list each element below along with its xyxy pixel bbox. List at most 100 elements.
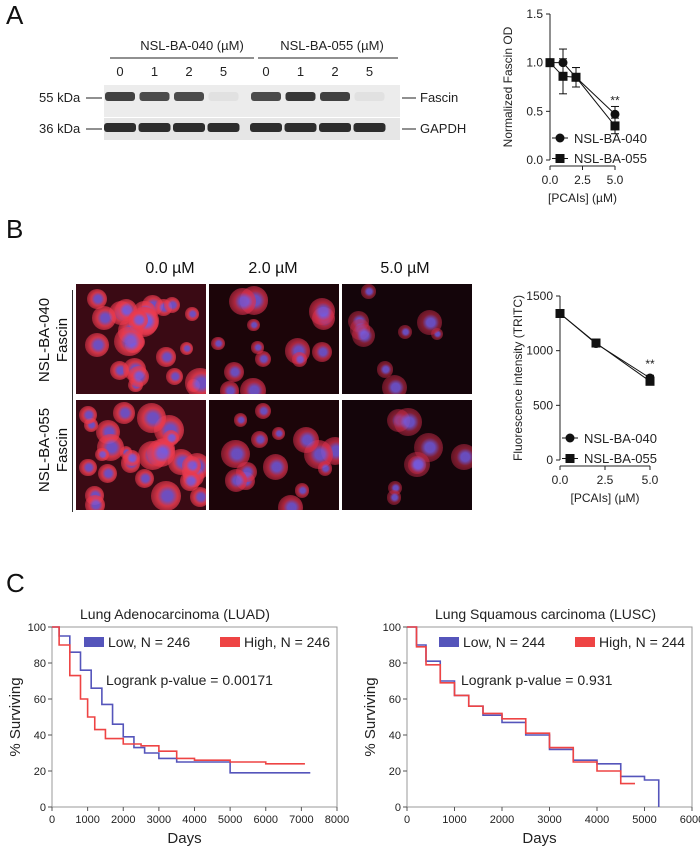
cell — [376, 361, 394, 378]
x-tick-label: 0.0 — [552, 473, 569, 487]
x-axis-label: [PCAIs] (µM) — [548, 191, 617, 205]
panel-label-c: C — [6, 568, 25, 598]
gapdh-band — [250, 123, 282, 132]
legend-label: NSL-BA-055 — [584, 451, 657, 466]
legend-label: NSL-BA-055 — [574, 151, 647, 166]
x-tick-label: 5.0 — [642, 473, 659, 487]
fascin-band — [105, 92, 135, 101]
cell — [114, 326, 144, 357]
legend-swatch — [575, 637, 595, 647]
data-point-square — [571, 72, 581, 82]
y-tick-label: 100 — [383, 622, 401, 634]
x-axis-label: Days — [522, 830, 556, 847]
lane-label: 0 — [262, 64, 269, 79]
x-tick-label: 3000 — [537, 814, 561, 826]
survival-curve — [52, 626, 311, 774]
x-tick-label: 4000 — [182, 814, 206, 826]
micrograph-tile — [76, 284, 206, 394]
data-point-square — [591, 338, 601, 348]
series-line — [549, 62, 616, 127]
cell — [240, 377, 266, 394]
y-tick-label: 60 — [389, 694, 401, 706]
cell — [361, 284, 376, 299]
cell — [228, 287, 256, 315]
lane-label: 2 — [331, 64, 338, 79]
x-tick-label: 5000 — [218, 814, 242, 826]
row-label-divider — [72, 290, 73, 512]
y-tick-label: 80 — [389, 658, 401, 670]
x-tick-label: 2000 — [490, 814, 514, 826]
lane-label: 1 — [297, 64, 304, 79]
x-tick-label: 1000 — [442, 814, 466, 826]
logrank-label: Logrank p-value = 0.00171 — [106, 672, 273, 688]
cell — [79, 458, 97, 477]
y-tick-label: 60 — [34, 694, 46, 706]
x-tick-label: 2.5 — [574, 173, 591, 187]
band-label: GAPDH — [420, 121, 466, 136]
cell — [233, 413, 248, 427]
row-cell-line-055: NSL-BA-055 — [36, 407, 53, 493]
cell — [386, 490, 402, 505]
gapdh-band — [173, 123, 205, 132]
cell — [262, 454, 289, 480]
cell — [136, 403, 166, 433]
cell — [146, 438, 176, 468]
gapdh-band — [319, 123, 351, 132]
panel-label-b: B — [6, 214, 24, 244]
y-tick-label: 20 — [34, 766, 46, 778]
y-axis-label: Fluorescence intensity (TRITC) — [511, 295, 525, 461]
cell — [317, 460, 333, 476]
survival-curve — [407, 626, 660, 807]
y-tick-label: 1.5 — [526, 7, 543, 21]
marker-label: 55 kDa — [39, 90, 81, 105]
micrograph-tile — [342, 284, 472, 394]
y-tick-label: 500 — [533, 398, 553, 412]
cell — [95, 447, 109, 462]
survival-curve — [52, 626, 305, 765]
row-stain-040: Fascin — [54, 317, 71, 363]
y-tick-label: 0 — [546, 453, 553, 467]
y-tick-label: 40 — [389, 730, 401, 742]
cell — [294, 483, 310, 498]
y-tick-label: 1000 — [526, 344, 553, 358]
blot-group-label: NSL-BA-055 (µM) — [280, 38, 384, 53]
cell — [250, 431, 268, 449]
legend-label: Low, N = 246 — [108, 634, 190, 650]
plot-title: Lung Squamous carcinoma (LUSC) — [435, 606, 656, 622]
legend-label: NSL-BA-040 — [584, 431, 657, 446]
fascin-band — [251, 92, 281, 101]
lusc-survival-plot: 0204060801000100020003000400050006000Day… — [362, 606, 700, 847]
data-point-square — [645, 376, 655, 386]
legend-label: High, N = 246 — [244, 634, 330, 650]
cell — [211, 336, 225, 351]
series-line — [559, 313, 651, 379]
x-tick-label: 6000 — [680, 814, 700, 826]
cell — [113, 402, 135, 424]
fascin-od-chart: 0.0 0.5 1.0 1.5 0.0 2.5 5.0 [PCAIs] (µM) Normali… — [501, 7, 647, 205]
fascin-band — [174, 92, 204, 101]
cell — [251, 341, 264, 354]
y-axis-label: Normalized Fascin OD — [501, 26, 515, 147]
cell — [404, 451, 430, 478]
cell — [163, 296, 180, 314]
cell — [224, 469, 248, 492]
y-tick-label: 0 — [395, 802, 401, 814]
survival-curve — [407, 626, 635, 785]
concentration-header-1: 0.0 µM — [145, 260, 195, 277]
data-point-square — [610, 121, 620, 131]
y-tick-label: 0 — [40, 802, 46, 814]
plot-title: Lung Adenocarcinoma (LUAD) — [80, 606, 270, 622]
series-line — [550, 62, 616, 115]
micrograph-tile — [209, 400, 339, 510]
x-tick-label: 2.5 — [597, 473, 614, 487]
legend-swatch — [439, 637, 459, 647]
micrograph-tile — [342, 400, 472, 510]
row-label-040: NSL-BA-040 Fascin — [24, 292, 84, 400]
cell — [84, 495, 105, 510]
data-point-square — [545, 58, 555, 68]
y-tick-label: 80 — [34, 658, 46, 670]
lane-label: 0 — [116, 64, 123, 79]
cell — [255, 351, 272, 368]
x-tick-label: 1000 — [75, 814, 99, 826]
cell — [219, 381, 240, 394]
